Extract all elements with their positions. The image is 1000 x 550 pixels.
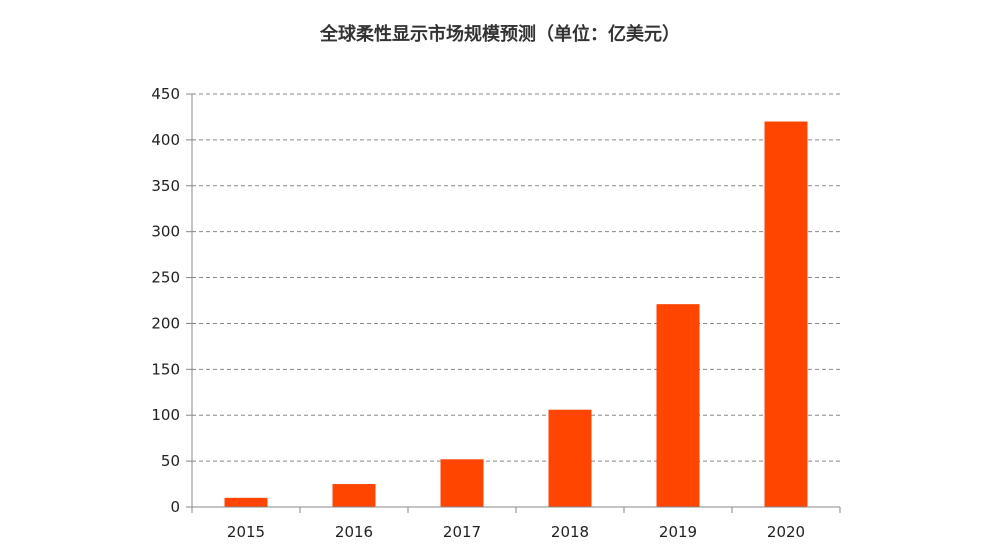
bar	[440, 459, 484, 507]
y-tick-label: 200	[151, 314, 180, 332]
bar	[656, 304, 700, 507]
y-tick-label: 0	[170, 498, 180, 516]
x-tick-label: 2015	[227, 523, 265, 541]
y-tick-label: 50	[161, 452, 180, 470]
bars	[224, 121, 808, 508]
x-tick-label: 2017	[443, 523, 481, 541]
bar	[548, 409, 592, 507]
axes	[191, 94, 841, 513]
y-tick-label: 300	[151, 223, 180, 241]
x-tick-label: 2020	[767, 523, 805, 541]
y-axis-ticks: 0 50 100 150 200 250 300 350 400 450	[151, 85, 180, 516]
gridlines	[186, 93, 840, 508]
x-tick-label: 2019	[659, 523, 697, 541]
y-tick-label: 400	[151, 131, 180, 149]
x-tick-label: 2016	[335, 523, 373, 541]
bar	[224, 497, 268, 507]
bar	[332, 484, 376, 507]
y-tick-label: 100	[151, 406, 180, 424]
y-tick-label: 450	[151, 85, 180, 103]
x-tick-label: 2018	[551, 523, 589, 541]
y-tick-label: 250	[151, 269, 180, 287]
bar	[764, 121, 808, 508]
y-tick-label: 350	[151, 177, 180, 195]
chart-title: 全球柔性显示市场规模预测（单位：亿美元）	[320, 24, 680, 45]
y-tick-label: 150	[151, 360, 180, 378]
x-axis-ticks: 2015 2016 2017 2018 2019 2020	[227, 507, 805, 541]
